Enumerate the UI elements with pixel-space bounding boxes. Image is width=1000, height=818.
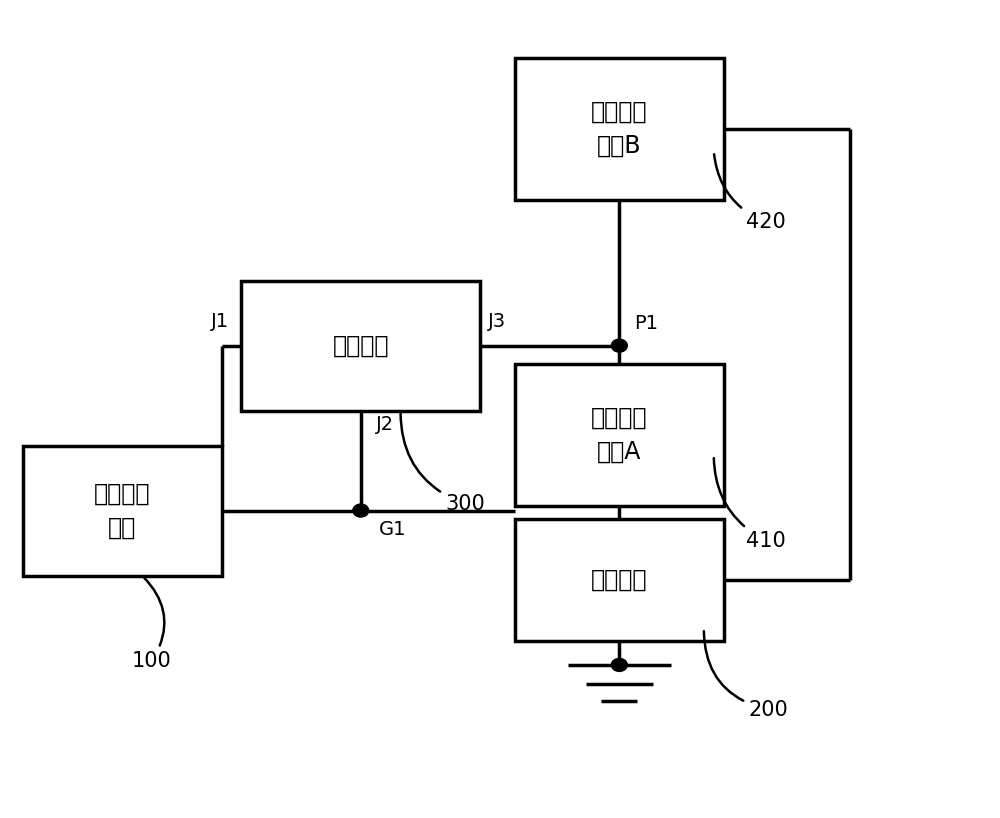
Text: 第一分压
电阻B: 第一分压 电阻B <box>591 100 648 157</box>
Text: 420: 420 <box>714 155 785 232</box>
Text: G1: G1 <box>379 520 406 539</box>
Text: 输出模块: 输出模块 <box>591 568 648 591</box>
Text: 300: 300 <box>401 413 485 514</box>
Text: J3: J3 <box>488 312 506 331</box>
Text: 第一分压
电阻A: 第一分压 电阻A <box>591 407 648 464</box>
Text: 100: 100 <box>132 578 172 671</box>
Circle shape <box>353 504 369 517</box>
Bar <box>241 281 480 411</box>
Text: 输入开关
模块: 输入开关 模块 <box>94 482 150 539</box>
Text: J2: J2 <box>376 415 394 434</box>
Text: 200: 200 <box>704 631 788 720</box>
Text: 410: 410 <box>714 458 785 551</box>
Text: 控制模块: 控制模块 <box>333 334 389 357</box>
Text: J1: J1 <box>211 312 230 331</box>
Circle shape <box>611 658 627 672</box>
Bar <box>515 364 724 506</box>
Text: P1: P1 <box>634 314 658 334</box>
Bar <box>23 446 222 576</box>
Bar <box>515 519 724 640</box>
Circle shape <box>611 339 627 352</box>
Bar <box>515 57 724 200</box>
